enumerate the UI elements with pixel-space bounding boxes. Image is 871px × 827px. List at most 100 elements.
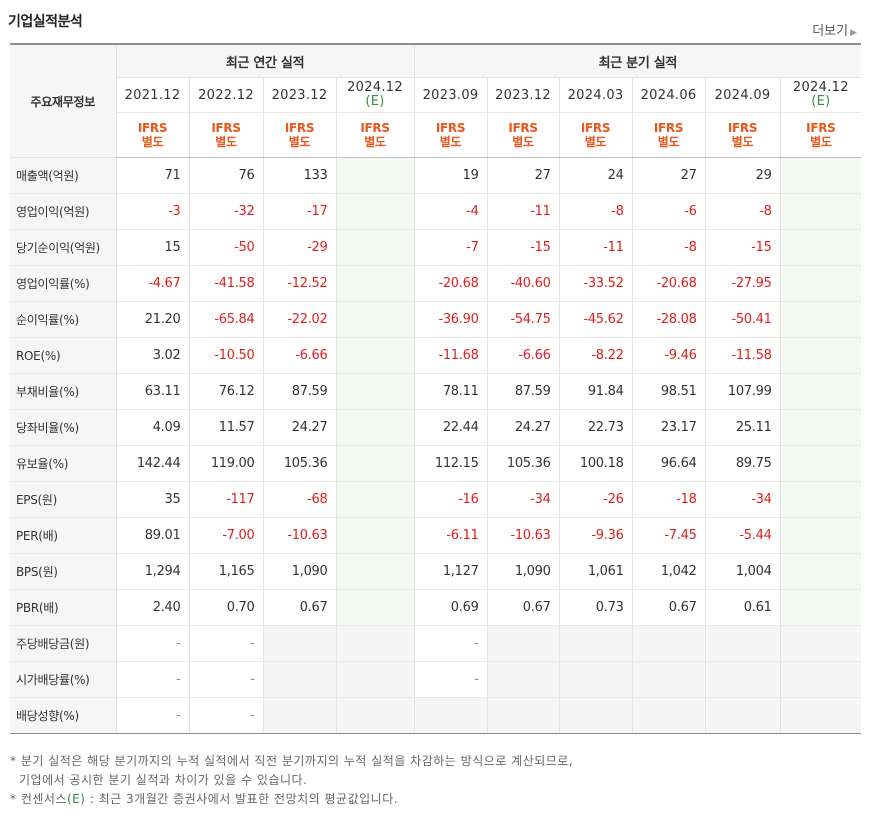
value-cell bbox=[780, 589, 862, 626]
value-cell: 19 bbox=[414, 157, 488, 194]
table-row: 부채비율(%) 63.11 76.12 87.59 78.11 87.59 91.84 98.… bbox=[10, 373, 862, 410]
value-cell: - bbox=[414, 661, 488, 698]
value-cell: -41.58 bbox=[189, 265, 264, 302]
value-cell: -50 bbox=[189, 229, 264, 266]
value-cell: -28.08 bbox=[632, 301, 706, 338]
value-cell: 89.01 bbox=[116, 517, 190, 554]
value-cell: -15 bbox=[705, 229, 781, 266]
ifrs-label: IFRS 별도 bbox=[632, 112, 706, 158]
value-cell: 27 bbox=[632, 157, 706, 194]
period-header: 2021.12 bbox=[116, 77, 190, 113]
value-cell: -11 bbox=[487, 193, 560, 230]
table-row: 영업이익률(%) -4.67 -41.58 -12.52 -20.68 -40.60 -33… bbox=[10, 265, 862, 302]
value-cell: -6.66 bbox=[487, 337, 560, 374]
value-cell: -7 bbox=[414, 229, 488, 266]
row-header: 주요재무정보 bbox=[10, 43, 117, 158]
value-cell: -8.22 bbox=[559, 337, 633, 374]
value-cell: 15 bbox=[116, 229, 190, 266]
value-cell: 112.15 bbox=[414, 445, 488, 482]
value-cell: 24 bbox=[559, 157, 633, 194]
row-label: EPS(원) bbox=[10, 481, 117, 518]
value-cell bbox=[632, 661, 706, 698]
value-cell bbox=[780, 661, 862, 698]
value-cell: 91.84 bbox=[559, 373, 633, 410]
value-cell: 78.11 bbox=[414, 373, 488, 410]
value-cell: -4.67 bbox=[116, 265, 190, 302]
value-cell: -6.66 bbox=[263, 337, 337, 374]
table-row: PBR(배) 2.40 0.70 0.67 0.69 0.67 0.73 0.67 0.61 bbox=[10, 589, 862, 626]
value-cell: 105.36 bbox=[487, 445, 560, 482]
value-cell: 0.70 bbox=[189, 589, 264, 626]
ifrs-label: IFRS 별도 bbox=[263, 112, 337, 158]
row-label: 당좌비율(%) bbox=[10, 409, 117, 446]
value-cell: 23.17 bbox=[632, 409, 706, 446]
value-cell: -29 bbox=[263, 229, 337, 266]
value-cell: -10.63 bbox=[487, 517, 560, 554]
value-cell: 22.44 bbox=[414, 409, 488, 446]
period-header: 2024.12 (E) bbox=[336, 77, 415, 113]
value-cell bbox=[336, 517, 415, 554]
value-cell bbox=[336, 157, 415, 194]
value-cell: 29 bbox=[705, 157, 781, 194]
value-cell: 1,042 bbox=[632, 553, 706, 590]
row-label: 주당배당금(원) bbox=[10, 625, 117, 662]
value-cell: -11.58 bbox=[705, 337, 781, 374]
table-row: 시가배당률(%) - - - bbox=[10, 661, 862, 698]
value-cell: - bbox=[116, 661, 190, 698]
value-cell: 142.44 bbox=[116, 445, 190, 482]
value-cell: 76 bbox=[189, 157, 264, 194]
value-cell: 22.73 bbox=[559, 409, 633, 446]
value-cell: 0.69 bbox=[414, 589, 488, 626]
value-cell: -7.00 bbox=[189, 517, 264, 554]
value-cell bbox=[414, 697, 488, 734]
row-label: 시가배당률(%) bbox=[10, 661, 117, 698]
more-link[interactable]: 더보기 ▶ bbox=[812, 20, 857, 39]
value-cell bbox=[336, 409, 415, 446]
value-cell: -27.95 bbox=[705, 265, 781, 302]
row-label: PER(배) bbox=[10, 517, 117, 554]
value-cell: -12.52 bbox=[263, 265, 337, 302]
table-row: 배당성향(%) - - bbox=[10, 697, 862, 734]
annual-header: 최근 연간 실적 bbox=[116, 43, 415, 78]
value-cell: 98.51 bbox=[632, 373, 706, 410]
value-cell bbox=[705, 697, 781, 734]
row-label: BPS(원) bbox=[10, 553, 117, 590]
value-cell: 21.20 bbox=[116, 301, 190, 338]
table-row: 순이익률(%) 21.20 -65.84 -22.02 -36.90 -54.75 -45.… bbox=[10, 301, 862, 338]
footnotes: * 분기 실적은 해당 분기까지의 누적 실적에서 직전 분기까지의 누적 실적… bbox=[10, 752, 573, 809]
period-header: 2024.09 bbox=[705, 77, 781, 113]
value-cell: -15 bbox=[487, 229, 560, 266]
value-cell bbox=[705, 625, 781, 662]
value-cell bbox=[336, 337, 415, 374]
value-cell bbox=[780, 373, 862, 410]
row-label: ROE(%) bbox=[10, 337, 117, 374]
table-row: BPS(원) 1,294 1,165 1,090 1,127 1,090 1,061 1,04… bbox=[10, 553, 862, 590]
value-cell: 96.64 bbox=[632, 445, 706, 482]
value-cell bbox=[336, 373, 415, 410]
value-cell: -6 bbox=[632, 193, 706, 230]
value-cell: -5.44 bbox=[705, 517, 781, 554]
value-cell: 0.73 bbox=[559, 589, 633, 626]
row-label: 매출액(억원) bbox=[10, 157, 117, 194]
value-cell: 1,165 bbox=[189, 553, 264, 590]
value-cell: 107.99 bbox=[705, 373, 781, 410]
value-cell: -36.90 bbox=[414, 301, 488, 338]
table-row: 주당배당금(원) - - - bbox=[10, 625, 862, 662]
financial-table: 주요재무정보 최근 연간 실적 최근 분기 실적 2021.12 2022.12 2… bbox=[10, 43, 862, 734]
value-cell: -10.63 bbox=[263, 517, 337, 554]
row-label: 순이익률(%) bbox=[10, 301, 117, 338]
value-cell bbox=[487, 625, 560, 662]
period-header: 2024.06 bbox=[632, 77, 706, 113]
value-cell bbox=[780, 265, 862, 302]
value-cell bbox=[780, 229, 862, 266]
footnote-2: 기업에서 공시한 분기 실적과 차이가 있을 수 있습니다. bbox=[19, 773, 308, 787]
value-cell: -8 bbox=[632, 229, 706, 266]
value-cell bbox=[780, 697, 862, 734]
value-cell bbox=[336, 301, 415, 338]
value-cell: -17 bbox=[263, 193, 337, 230]
value-cell: 1,294 bbox=[116, 553, 190, 590]
value-cell bbox=[263, 661, 337, 698]
value-cell: - bbox=[189, 697, 264, 734]
value-cell: -7.45 bbox=[632, 517, 706, 554]
value-cell: -8 bbox=[705, 193, 781, 230]
